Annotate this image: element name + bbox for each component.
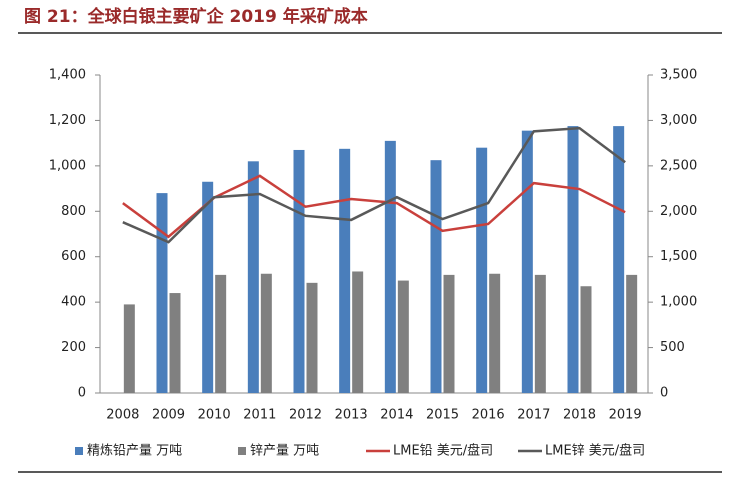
bar: [293, 149, 305, 393]
y2-tick-label: 0: [660, 386, 668, 401]
x-tick-label: 2008: [106, 408, 139, 423]
bar: [123, 304, 135, 393]
bar: [430, 160, 442, 393]
bar: [580, 286, 592, 393]
x-tick-label: 2018: [563, 408, 596, 423]
bar: [476, 147, 488, 393]
x-tick-label: 2010: [198, 408, 231, 423]
bar: [215, 274, 227, 393]
chart-title: 图 21：全球白银主要矿企 2019 年采矿成本: [24, 6, 368, 27]
line: [122, 126, 626, 244]
y-tick-label: 200: [61, 340, 86, 355]
bar: [156, 193, 168, 393]
x-tick-label: 2014: [380, 408, 413, 423]
bar: [247, 161, 259, 393]
bar: [169, 293, 181, 393]
bar: [534, 274, 546, 393]
legend-label: 锌产量 万吨: [250, 444, 319, 459]
bar: [306, 282, 318, 393]
y2-tick-label: 3,500: [660, 68, 697, 83]
x-tick-label: 2015: [426, 408, 459, 423]
y-tick-label: 400: [61, 295, 86, 310]
bar: [260, 273, 272, 393]
y2-tick-label: 2,000: [660, 204, 697, 219]
y-tick-label: 800: [61, 204, 86, 219]
y-tick-label: 0: [78, 386, 86, 401]
x-tick-label: 2017: [517, 408, 550, 423]
bar: [352, 271, 364, 393]
y-tick-label: 1,400: [49, 68, 86, 83]
y2-tick-label: 1,000: [660, 295, 697, 310]
x-tick-label: 2011: [243, 408, 276, 423]
bar: [626, 274, 638, 393]
line: [122, 174, 626, 239]
legend-swatch: [238, 447, 246, 455]
y2-tick-label: 3,000: [660, 113, 697, 128]
bar: [202, 181, 214, 393]
y-tick-label: 1,000: [49, 158, 86, 173]
y-tick-label: 1,200: [49, 113, 86, 128]
legend-swatch: [75, 447, 83, 455]
bar: [521, 130, 533, 393]
bar: [397, 280, 409, 393]
x-tick-label: 2016: [472, 408, 505, 423]
y2-tick-label: 1,500: [660, 249, 697, 264]
x-tick-label: 2012: [289, 408, 322, 423]
bar: [613, 126, 625, 393]
legend-label: LME铅 美元/盘司: [393, 443, 493, 459]
x-tick-label: 2019: [609, 408, 642, 423]
bar: [567, 126, 579, 393]
legend-label: 精炼铅产量 万吨: [87, 444, 182, 459]
bar: [339, 148, 351, 393]
x-tick-label: 2009: [152, 408, 185, 423]
bar: [443, 274, 455, 393]
y-tick-label: 600: [61, 249, 86, 264]
legend-label: LME锌 美元/盘司: [545, 443, 645, 459]
y2-tick-label: 500: [660, 340, 685, 355]
bar: [384, 140, 396, 393]
bar: [489, 273, 501, 393]
y2-tick-label: 2,500: [660, 158, 697, 173]
x-tick-label: 2013: [335, 408, 368, 423]
